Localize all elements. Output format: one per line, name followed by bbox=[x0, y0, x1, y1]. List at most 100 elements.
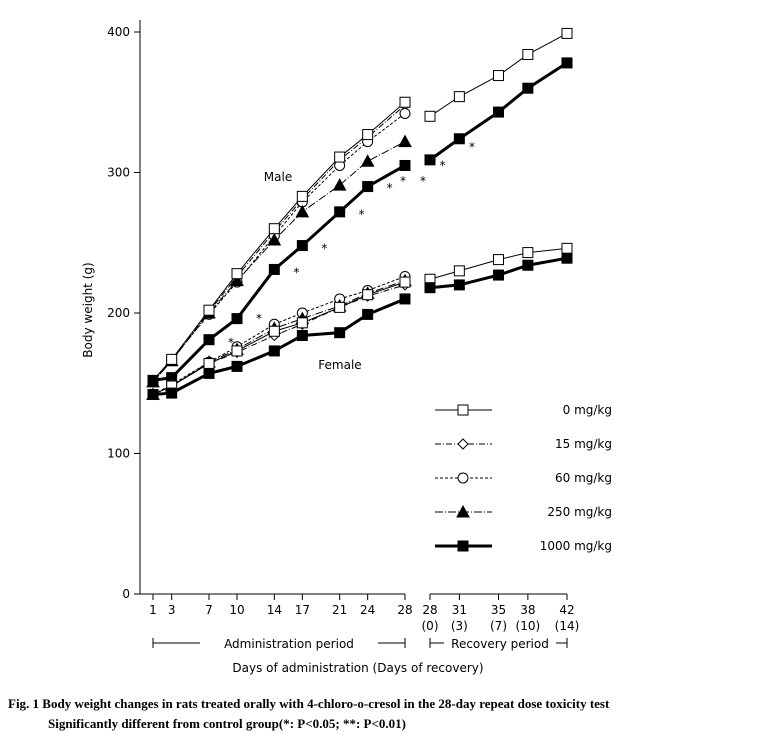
male-1000mgkg-point bbox=[268, 263, 280, 275]
female-0mgkg-recovery-point bbox=[561, 242, 573, 254]
female-250mgkg-line bbox=[152, 280, 406, 395]
admin-period-label: Administration period bbox=[224, 637, 354, 651]
male-0mgkg-recovery-point bbox=[424, 110, 436, 122]
legend-label: 15 mg/kg bbox=[555, 437, 612, 451]
male-1000mgkg-recovery-point bbox=[453, 133, 465, 145]
y-tick-label: 100 bbox=[107, 447, 130, 461]
body-weight-chart: 0 100 200 300 400 Body weight (g) 1 3 7 10 14 17 21 2… bbox=[81, 20, 612, 675]
male-1000mgkg-recovery-point bbox=[522, 82, 534, 94]
x-axis-label: Days of administration (Days of recovery… bbox=[232, 661, 483, 675]
x-tick-label: 1 bbox=[149, 603, 157, 617]
legend-marker bbox=[457, 472, 469, 484]
legend-label: 0 mg/kg bbox=[563, 403, 612, 417]
female-1000mgkg-recovery-point bbox=[424, 282, 436, 294]
female-1000mgkg-point bbox=[334, 327, 346, 339]
male-250mgkg-point bbox=[267, 232, 282, 246]
male-60mgkg-point bbox=[399, 107, 411, 119]
male-0mgkg-point bbox=[231, 268, 243, 280]
female-1000mgkg-recovery-point bbox=[561, 252, 573, 264]
male-250mgkg-point bbox=[332, 178, 347, 191]
significance-mark: * * bbox=[301, 241, 331, 255]
female-1000mgkg-point bbox=[231, 360, 243, 372]
x-tick-label: 21 bbox=[332, 603, 347, 617]
x-tick-sublabel: (10) bbox=[516, 619, 541, 633]
x-tick-label: 28 bbox=[397, 603, 412, 617]
female-1000mgkg-point bbox=[362, 308, 374, 320]
x-tick-label: 38 bbox=[520, 603, 535, 617]
figure-caption-significance: Significantly different from control gro… bbox=[48, 716, 406, 731]
figure-caption-title: Fig. 1 Body weight changes in rats treat… bbox=[8, 696, 610, 711]
male-250mgkg-point bbox=[360, 154, 375, 167]
male-0mgkg-point bbox=[268, 223, 280, 235]
x-tick-label: 7 bbox=[205, 603, 213, 617]
male-0mgkg-point bbox=[166, 353, 178, 365]
male-1000mgkg-recovery-point bbox=[493, 106, 504, 118]
female-0mgkg-point bbox=[231, 345, 243, 357]
significance-mark: * * bbox=[273, 265, 303, 279]
legend-label: 60 mg/kg bbox=[555, 471, 612, 485]
legend-marker bbox=[456, 504, 470, 518]
male-label: Male bbox=[264, 170, 292, 184]
male-0mgkg-point bbox=[362, 129, 374, 141]
female-label: Female bbox=[318, 358, 361, 372]
female-0mgkg-point bbox=[362, 289, 374, 301]
x-tick-label: 28 bbox=[422, 603, 437, 617]
male-0mgkg-recovery-point bbox=[522, 48, 534, 60]
legend-marker bbox=[457, 540, 469, 552]
male-1000mgkg-point bbox=[147, 374, 159, 386]
y-tick-label: 0 bbox=[122, 587, 130, 601]
male-250mgkg-point bbox=[230, 273, 244, 287]
y-tick-label: 200 bbox=[107, 306, 130, 320]
bracket-label-bg bbox=[200, 635, 378, 651]
significance-mark: * * bbox=[400, 174, 430, 188]
legend-marker bbox=[457, 404, 469, 416]
female-1000mgkg-recovery-point bbox=[493, 269, 504, 281]
x-tick-label: 35 bbox=[491, 603, 506, 617]
x-tick-sublabel: (7) bbox=[490, 619, 507, 633]
x-tick-label: 24 bbox=[360, 603, 375, 617]
x-tick-label: 3 bbox=[168, 603, 176, 617]
male-1000mgkg-recovery-point bbox=[424, 154, 436, 166]
male-0mgkg-recovery-point bbox=[493, 70, 504, 82]
male-0mgkg-recovery-point bbox=[453, 91, 465, 103]
significance-mark: * * bbox=[208, 336, 238, 350]
male-0mgkg-point bbox=[296, 190, 308, 202]
female-0mgkg-point bbox=[268, 325, 280, 337]
female-0mgkg-point bbox=[203, 358, 215, 370]
female-1000mgkg-point bbox=[166, 387, 178, 399]
male-0mgkg-point bbox=[399, 96, 411, 108]
significance-mark: * bbox=[469, 140, 479, 154]
female-0mgkg-recovery-point bbox=[522, 247, 534, 259]
bracket-label-bg bbox=[444, 635, 556, 651]
male-60mgkg-line bbox=[152, 113, 406, 381]
legend-label: 1000 mg/kg bbox=[540, 539, 612, 553]
male-1000mgkg-point bbox=[399, 159, 411, 171]
male-1000mgkg-point bbox=[203, 334, 215, 346]
female-0mgkg-point bbox=[334, 301, 346, 313]
female-1000mgkg-point bbox=[296, 329, 308, 341]
significance-mark: * * bbox=[367, 181, 397, 195]
female-0mgkg-point bbox=[296, 317, 308, 329]
female-1000mgkg-point bbox=[268, 345, 280, 357]
x-tick-sublabel: (0) bbox=[422, 619, 439, 633]
y-tick-label: 400 bbox=[107, 25, 130, 39]
x-tick-label: 14 bbox=[267, 603, 282, 617]
female-0mgkg-recovery-point bbox=[453, 265, 465, 277]
x-tick-label: 31 bbox=[452, 603, 467, 617]
legend-label: 250 mg/kg bbox=[547, 505, 612, 519]
male-1000mgkg-recovery-point bbox=[561, 57, 573, 69]
male-250mgkg-point bbox=[398, 134, 412, 148]
female-0mgkg-point bbox=[399, 276, 411, 288]
significance-mark: * * bbox=[339, 208, 369, 222]
y-tick-label: 300 bbox=[107, 166, 130, 180]
female-1000mgkg-point bbox=[147, 388, 159, 400]
male-1000mgkg-point bbox=[334, 206, 346, 218]
x-tick-sublabel: (3) bbox=[451, 619, 468, 633]
significance-mark: * * bbox=[236, 312, 266, 326]
male-0mgkg-recovery-point bbox=[561, 27, 573, 39]
male-1000mgkg-point bbox=[362, 181, 374, 193]
female-1000mgkg-point bbox=[399, 293, 411, 305]
x-tick-label: 42 bbox=[559, 603, 574, 617]
female-1000mgkg-recovery-point bbox=[453, 279, 465, 291]
x-tick-label: 10 bbox=[229, 603, 244, 617]
